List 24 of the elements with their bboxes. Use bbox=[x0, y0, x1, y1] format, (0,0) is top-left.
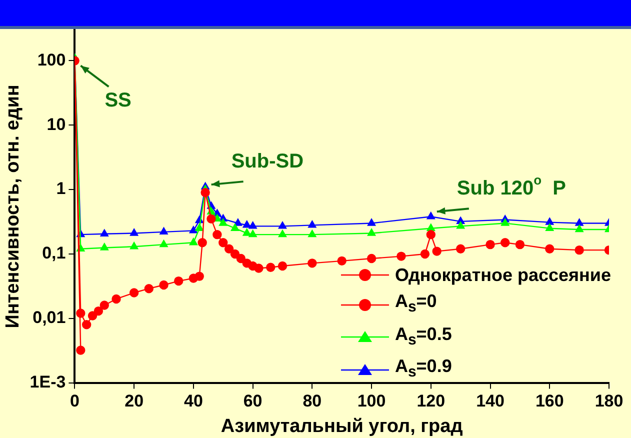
x-tick-label: 40 bbox=[184, 392, 203, 411]
x-tick-label: 160 bbox=[535, 392, 564, 411]
y-tick-label: 1E-3 bbox=[30, 372, 66, 392]
y-axis-title: Интенсивность, отн. един bbox=[2, 84, 24, 328]
y-tick-label: 0,01 bbox=[32, 308, 66, 328]
x-tick-label: 120 bbox=[416, 392, 446, 411]
legend-label: Однократное рассеяние bbox=[394, 264, 611, 288]
annotation: Sub-SD bbox=[231, 150, 304, 173]
y-tick-label: 100 bbox=[37, 50, 66, 70]
y-tick-label: 10 bbox=[46, 114, 66, 134]
x-tick-label: 80 bbox=[302, 392, 322, 411]
x-tick-label: 140 bbox=[476, 392, 504, 411]
y-tick-label: 1 bbox=[56, 179, 66, 198]
x-tick-label: 100 bbox=[357, 392, 386, 411]
x-tick-label: 0 bbox=[70, 392, 80, 411]
x-tick-label: 60 bbox=[243, 392, 262, 411]
legend-label: A$_{s}$=0.9 bbox=[394, 355, 452, 383]
legend-label: A$_{s}$=0.5 bbox=[394, 322, 452, 350]
x-axis-title: Азимутальный угол, град bbox=[220, 416, 463, 437]
y-tick-label: 0,1 bbox=[42, 244, 66, 263]
legend-label: A$_{s}$=0 bbox=[394, 290, 437, 318]
x-tick-label: 20 bbox=[124, 392, 144, 411]
annotation: SS bbox=[104, 90, 132, 112]
x-tick-label: 180 bbox=[594, 392, 624, 411]
